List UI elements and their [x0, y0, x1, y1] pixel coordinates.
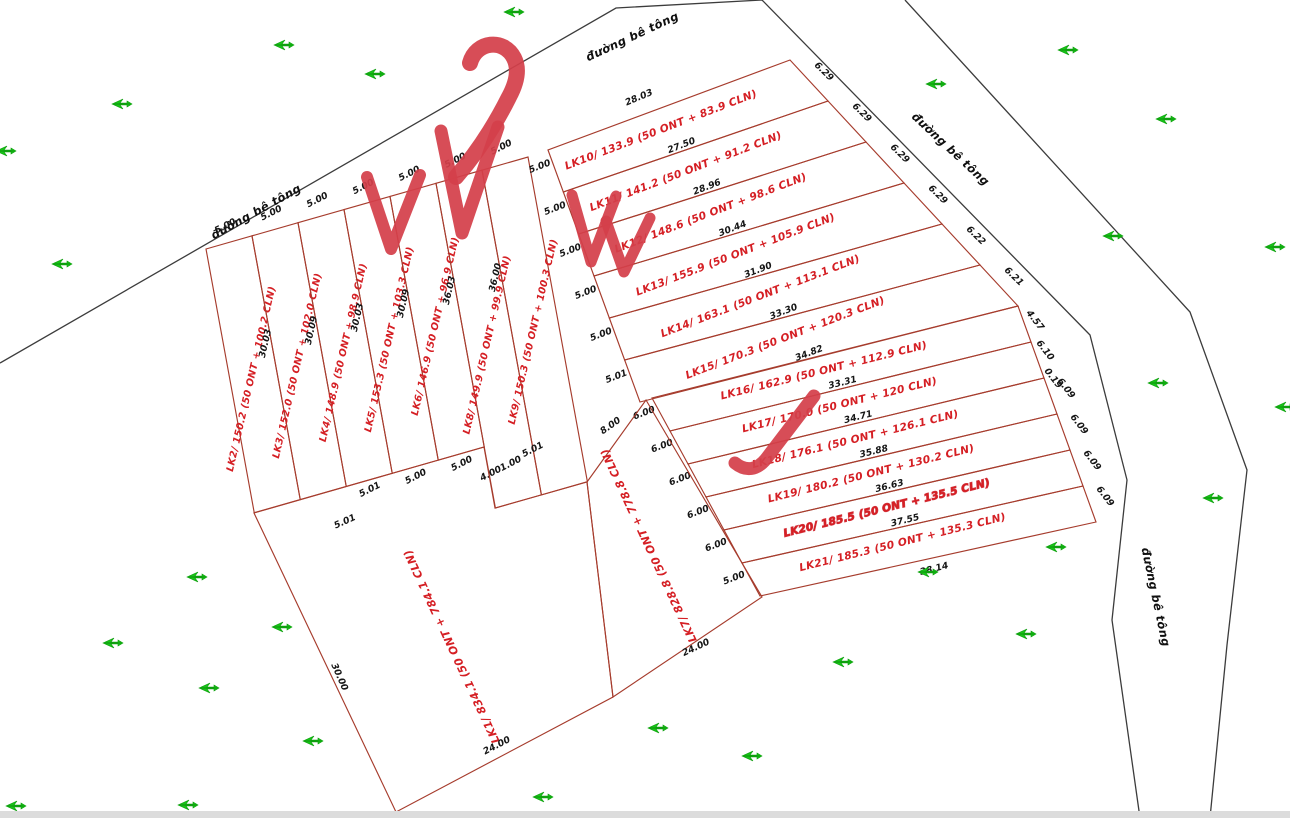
- dim-rb-right-3: 6.09: [1094, 484, 1117, 509]
- pen-checkmark-0: [448, 36, 525, 185]
- dim-rb-right-1: 6.09: [1068, 412, 1091, 437]
- parcel-label-LK4: LK4/ 148.9 (50 ONT + 98.9 CLN): [318, 262, 370, 443]
- dim-LK12-boundary: 30.44: [717, 218, 748, 239]
- road-outer-edge: [904, 0, 1248, 818]
- dim-rt-left-4: 5.00: [589, 325, 615, 344]
- tree-icon: [1147, 377, 1169, 389]
- tree-icon: [177, 799, 199, 811]
- dim-rt-right-2: 6.29: [888, 142, 912, 166]
- tree-icon: [364, 68, 386, 80]
- dim-LK7-top: 8.00: [598, 415, 623, 437]
- dim-LK13-boundary: 31.90: [743, 260, 775, 281]
- tree-icon: [1057, 44, 1079, 56]
- tree-icon: [1102, 230, 1124, 242]
- tree-icon: [1045, 541, 1067, 553]
- dim-left-bottom-2: 5.00: [449, 453, 475, 473]
- parcel-LK1-outline: [253, 446, 614, 813]
- parcel-label-LK9: LK9/ 150.3 (50 ONT + 100.3 CLN): [507, 238, 560, 426]
- dim-LK11-boundary: 28.96: [692, 177, 724, 198]
- parcel-LK21-outline: [741, 485, 1097, 597]
- tree-icon: [111, 98, 133, 110]
- tree-icon: [198, 682, 220, 694]
- dim-rb-left-1: 6.00: [650, 437, 676, 456]
- parcel-LK15-outline: [623, 264, 1020, 403]
- dim-rt-right-0: 6.29: [812, 60, 836, 84]
- dim-rb-left-5: 5.00: [722, 569, 748, 588]
- dim-rt-left-0: 5.00: [527, 157, 553, 176]
- dim-rt-left-5: 5.01: [604, 367, 629, 385]
- tree-icon: [5, 800, 27, 812]
- tree-icon: [647, 722, 669, 734]
- pen-checkmark-1: [434, 120, 505, 240]
- tree-icon: [186, 571, 208, 583]
- tree-icon: [102, 637, 124, 649]
- pen-checkmark-5: [728, 389, 821, 476]
- dim-LK10-boundary: 27.50: [666, 135, 698, 156]
- dim-left-bottom-5: 5.01: [520, 440, 545, 460]
- dim-rt-top: 28.03: [623, 87, 654, 108]
- road-label-1: đường bê tông: [584, 9, 682, 64]
- road-inner-edge: [0, 0, 1141, 818]
- tree-icon: [917, 566, 939, 578]
- dim-rt-left-2: 5.00: [558, 241, 584, 260]
- road-label-3: đường bê tông: [1139, 546, 1174, 648]
- dim-LK14-boundary: 33.30: [768, 301, 800, 322]
- tree-icon: [302, 735, 324, 747]
- dim-LK16-boundary: 33.31: [827, 374, 858, 392]
- dim-rt-left-3: 5.00: [573, 283, 599, 302]
- parcel-label-LK1: LK1/ 834.1 (50 ONT + 784.1 CLN): [401, 547, 503, 745]
- parcel-label-LK3: LK3/ 152.0 (50 ONT + 102.0 CLN): [271, 272, 324, 460]
- parcel-label-LK6: LK6/ 146.9 (50 ONT + 96.9 CLN): [410, 236, 462, 417]
- tree-icon: [271, 621, 293, 633]
- tree-icon: [532, 791, 554, 803]
- dim-rt-right-1: 6.29: [850, 101, 874, 125]
- tree-icon: [1274, 401, 1290, 413]
- window-bottom-edge: [0, 811, 1290, 818]
- pen-checkmark-4: [600, 212, 656, 278]
- tree-icon: [925, 78, 947, 90]
- parcel-LK7-outline: [586, 398, 763, 699]
- tree-icon: [1202, 492, 1224, 504]
- dim-rt-right-5: 6.21: [1002, 265, 1026, 289]
- tree-icon: [1015, 628, 1037, 640]
- tree-icon: [51, 258, 73, 270]
- dim-rt-right-3: 6.29: [926, 183, 950, 207]
- tree-icon: [832, 656, 854, 668]
- dim-rb-left-3: 6.00: [686, 503, 712, 522]
- dim-LK1-corner: 5.01: [332, 512, 357, 531]
- dim-LK19-boundary: 36.63: [874, 477, 905, 495]
- dim-left-top-2: 5.00: [305, 190, 331, 210]
- dim-LK18-boundary: 35.88: [858, 443, 889, 461]
- tree-icon: [1155, 113, 1177, 125]
- dim-rt-left-1: 5.00: [543, 199, 569, 218]
- dim-LK20-boundary: 37.55: [890, 512, 921, 530]
- tree-icon: [1264, 241, 1286, 253]
- dim-LK21-boundary: 38.14: [919, 560, 950, 578]
- parcel-label-LK2: LK2/ 150.2 (50 ONT + 100.2 CLN): [225, 285, 278, 473]
- tree-icon: [741, 750, 763, 762]
- dim-left-bottom-4: 1.00: [498, 453, 524, 473]
- tree-icon: [0, 145, 17, 157]
- road-label-2: đường bê tông: [909, 109, 992, 188]
- parcel-label-LK5: LK5/ 153.3 (50 ONT + 103.3 CLN): [363, 246, 416, 434]
- dim-rb-right-2: 6.09: [1081, 448, 1104, 473]
- parcel-label-LK8: LK8/ 149.9 (50 ONT + 99.9 CLN): [462, 255, 514, 436]
- tree-icon: [503, 6, 525, 18]
- pen-checkmark-2: [361, 169, 426, 255]
- tree-icon: [273, 39, 295, 51]
- dim-LK17-boundary: 34.71: [843, 408, 874, 426]
- dim-rb-left-4: 6.00: [704, 536, 730, 555]
